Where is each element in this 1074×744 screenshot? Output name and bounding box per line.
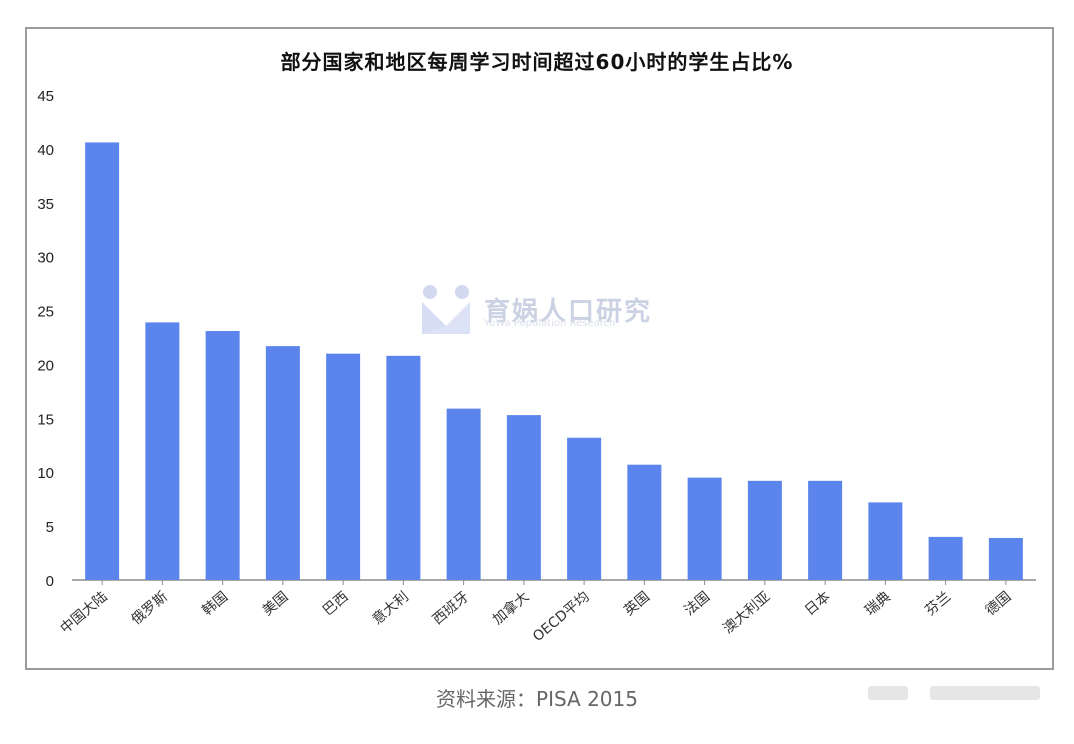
bar <box>265 346 300 580</box>
y-tick-label: 25 <box>37 304 54 321</box>
x-tick-label: 日本 <box>802 589 834 619</box>
y-tick-label: 35 <box>37 196 54 213</box>
x-tick-label: OECD平均 <box>530 589 593 645</box>
x-tick-label: 瑞典 <box>862 589 894 619</box>
source-note: 资料来源：PISA 2015 <box>436 687 638 711</box>
y-tick-label: 30 <box>37 250 54 267</box>
x-tick-label: 意大利 <box>369 588 412 628</box>
y-tick-label: 15 <box>37 411 54 428</box>
x-tick-label: 法国 <box>681 589 713 619</box>
bar <box>145 322 180 580</box>
x-tick-label: 巴西 <box>320 589 352 619</box>
bar <box>627 464 662 580</box>
y-tick-label: 40 <box>37 142 54 159</box>
x-tick-label: 英国 <box>621 588 653 619</box>
blurred-caption-fragment <box>868 686 908 700</box>
y-tick-label: 45 <box>37 88 54 105</box>
x-tick-label: 澳大利亚 <box>720 589 773 637</box>
x-tick-label: 韩国 <box>199 589 231 619</box>
bar <box>928 536 963 580</box>
bar <box>446 408 481 580</box>
x-tick-label: 西班牙 <box>430 589 472 628</box>
bar <box>988 537 1023 580</box>
bar <box>326 353 361 580</box>
bar <box>747 480 782 580</box>
bar <box>687 477 722 580</box>
bar <box>386 355 421 580</box>
y-tick-label: 0 <box>46 573 54 590</box>
x-tick-label: 加拿大 <box>489 588 532 628</box>
bar <box>506 415 541 580</box>
chart-title: 部分国家和地区每周学习时间超过60小时的学生占比% <box>280 50 794 74</box>
x-tick-label: 芬兰 <box>922 589 954 619</box>
bar <box>868 502 903 580</box>
bar <box>205 331 240 580</box>
x-tick-label: 俄罗斯 <box>128 589 170 628</box>
y-tick-label: 20 <box>37 357 54 374</box>
x-tick-label: 美国 <box>260 589 292 619</box>
watermark: 育娲人口研究 YuWa Population Research <box>420 282 652 336</box>
bar <box>567 437 602 580</box>
y-tick-label: 10 <box>37 465 54 482</box>
yuwa-logo-icon <box>422 285 470 334</box>
x-tick-label: 德国 <box>983 589 1015 619</box>
bar <box>85 142 120 580</box>
x-tick-label: 中国大陆 <box>58 589 111 637</box>
bar <box>808 480 843 580</box>
blurred-caption-fragment <box>930 686 1040 700</box>
watermark-brand: 育娲人口研究 <box>484 296 653 327</box>
y-tick-label: 5 <box>46 519 54 536</box>
watermark-sub: YuWa Population Research <box>484 318 616 329</box>
